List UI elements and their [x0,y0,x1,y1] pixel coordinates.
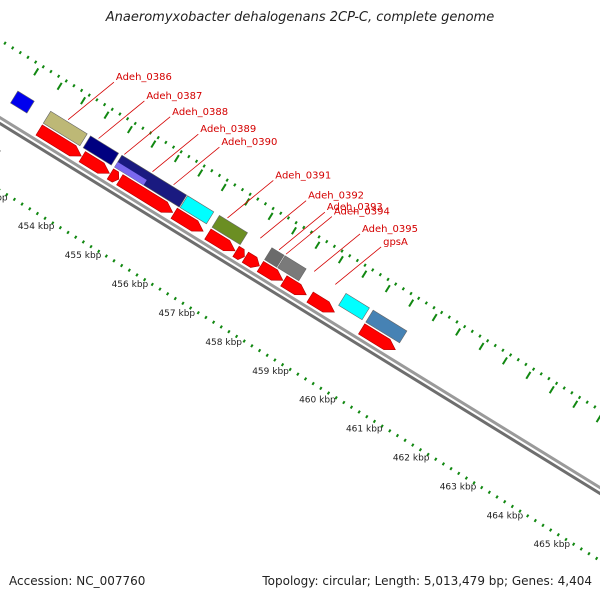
tick-label: 453 kbp [0,193,8,203]
tick-mark [548,385,555,394]
gene-label-leader [173,146,220,186]
tick-label: 461 kbp [346,425,383,435]
cds-arrow [358,323,396,351]
genome-summary: Topology: circular; Length: 5,013,479 bp… [262,574,592,588]
gene-label: Adeh_0388 [172,107,228,118]
tick-mark [314,241,321,250]
tick-mark [501,356,508,365]
tick-mark [337,255,344,264]
tick-mark [291,226,297,235]
gene-feature [277,255,307,282]
tick-label: 465 kbp [533,540,570,550]
tick-mark [595,414,600,423]
gene-label-leader [335,246,382,285]
genome-backbone [0,115,600,490]
tick-mark [572,400,579,409]
cds-arrow [280,275,307,296]
tick-label: 464 kbp [487,511,524,521]
tick-mark [173,154,180,163]
tick-label: 459 kbp [252,367,289,377]
gene-label-leader [98,100,145,139]
gene-label-leader [278,211,326,251]
gene-feature-highlight [114,162,147,186]
gene-label: Adeh_0393 [327,202,383,213]
tick-label: 463 kbp [440,482,477,492]
gene-label-leader [285,216,333,255]
genome-backbone [0,121,600,496]
cds-arrow [116,174,174,213]
gene-feature [211,214,248,246]
gene-label-leader [124,116,171,155]
tick-mark [56,82,63,91]
tick-mark [103,111,110,120]
gene-feature [365,309,408,344]
gene-label: Adeh_0389 [200,124,256,135]
tick-mark [150,140,157,149]
gene-label-leader [227,180,274,219]
gene-label: Adeh_0390 [221,137,277,148]
tick-label: 462 kbp [393,453,430,463]
tick-mark [197,169,204,177]
tick-mark [408,299,415,307]
gene-feature [10,90,35,114]
gene-label-leader [67,81,115,121]
gene-feature [338,292,370,321]
cds-arrow [204,228,236,252]
gene-label: Adeh_0387 [146,91,202,102]
gene-label-leader [152,133,199,173]
gene-feature [264,247,285,268]
cds-arrow [232,245,245,260]
tick-mark [220,183,227,192]
cds-arrow [241,251,260,268]
tick-label: 460 kbp [299,396,336,406]
gene-label: Adeh_0391 [275,170,331,181]
gene-label: Adeh_0395 [362,224,418,235]
tick-mark [455,328,462,336]
gene-label-leader [260,200,307,239]
tick-mark [126,125,133,134]
tick-mark [431,313,438,322]
gene-feature [42,110,88,147]
genome-title: Anaeromyxobacter dehalogenans 2CP-C, com… [105,10,495,25]
cds-arrow [35,124,82,157]
outer-tick-track [0,38,600,412]
tick-mark [267,212,274,221]
tick-mark [33,67,40,76]
tick-mark [80,96,87,105]
tick-label: 455 kbp [65,251,102,261]
tick-mark [384,284,391,293]
cds-arrow [256,260,284,281]
gene-label: Adeh_0392 [308,191,364,202]
gene-feature [82,135,120,166]
inner-tick-track [0,188,600,563]
cds-arrow [106,168,120,183]
gene-label-leader [313,233,361,272]
gene-label: Adeh_0386 [116,72,172,83]
accession-label: Accession: NC_007760 [9,574,146,588]
cds-arrow [170,207,204,232]
gene-label: Adeh_0394 [334,207,390,218]
gene-label: gpsA [383,237,408,248]
gene-feature [114,154,188,208]
tick-label: 456 kbp [112,280,149,290]
tick-label: 457 kbp [158,309,195,319]
tick-mark [361,270,368,279]
gene-feature [179,195,215,225]
tick-label: 454 kbp [18,222,55,232]
tick-mark [525,371,532,380]
cds-arrow [306,291,335,313]
tick-mark [478,342,485,351]
tick-label: 458 kbp [205,338,242,348]
cds-arrow [78,151,110,174]
